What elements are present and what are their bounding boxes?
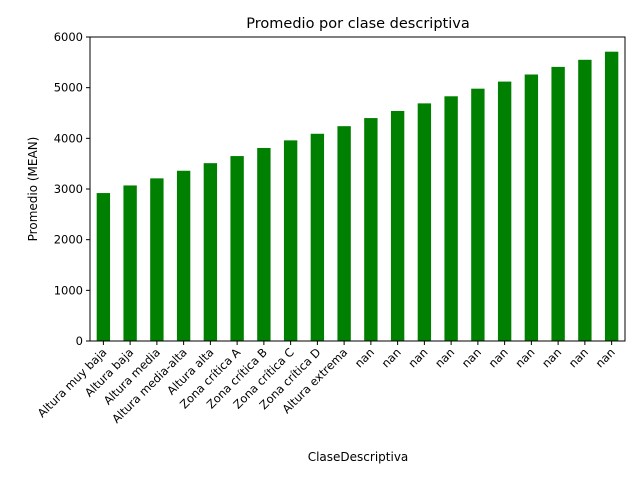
x-tick-label: nan [593,345,618,370]
bar [444,96,458,341]
bar [390,110,405,342]
y-tick-label: 6000 [54,30,83,44]
bar [578,59,592,342]
bar [337,126,351,341]
x-tick-label: nan [405,345,430,370]
x-tick-label: nan [486,345,511,370]
bar [176,170,191,341]
y-tick-label: 1000 [54,283,83,297]
bar [283,140,298,341]
bar [524,74,539,341]
y-tick-label: 5000 [54,81,83,95]
bar [551,66,565,341]
bar [150,178,164,341]
chart-title: Promedio por clase descriptiva [246,16,469,32]
bar [96,193,111,341]
bar [364,118,378,341]
bar [417,103,432,341]
y-tick-label: 3000 [54,182,83,196]
bars-group [96,51,619,342]
x-tick-label: nan [566,345,591,370]
bar [230,156,244,341]
x-tick-label: nan [459,345,484,370]
x-axis-title: ClaseDescriptiva [308,450,409,464]
bar [497,81,512,341]
x-tick-label: nan [539,345,564,370]
bar [257,147,271,341]
y-axis-ticks: 0 1000 2000 3000 4000 5000 6000 [54,30,90,348]
bar [471,88,485,342]
bar [203,163,218,341]
plot-frame [89,36,626,342]
x-tick-label: nan [352,345,377,370]
bar [604,51,619,342]
y-tick-label: 4000 [54,131,83,145]
x-tick-label: nan [512,345,537,370]
y-tick-label: 0 [76,334,83,348]
bar [123,185,137,341]
bar [310,133,325,341]
x-tick-label: nan [432,345,457,370]
x-tick-label: nan [379,345,404,370]
y-tick-label: 2000 [54,233,83,247]
y-axis-title: Promedio (MEAN) [26,137,40,242]
